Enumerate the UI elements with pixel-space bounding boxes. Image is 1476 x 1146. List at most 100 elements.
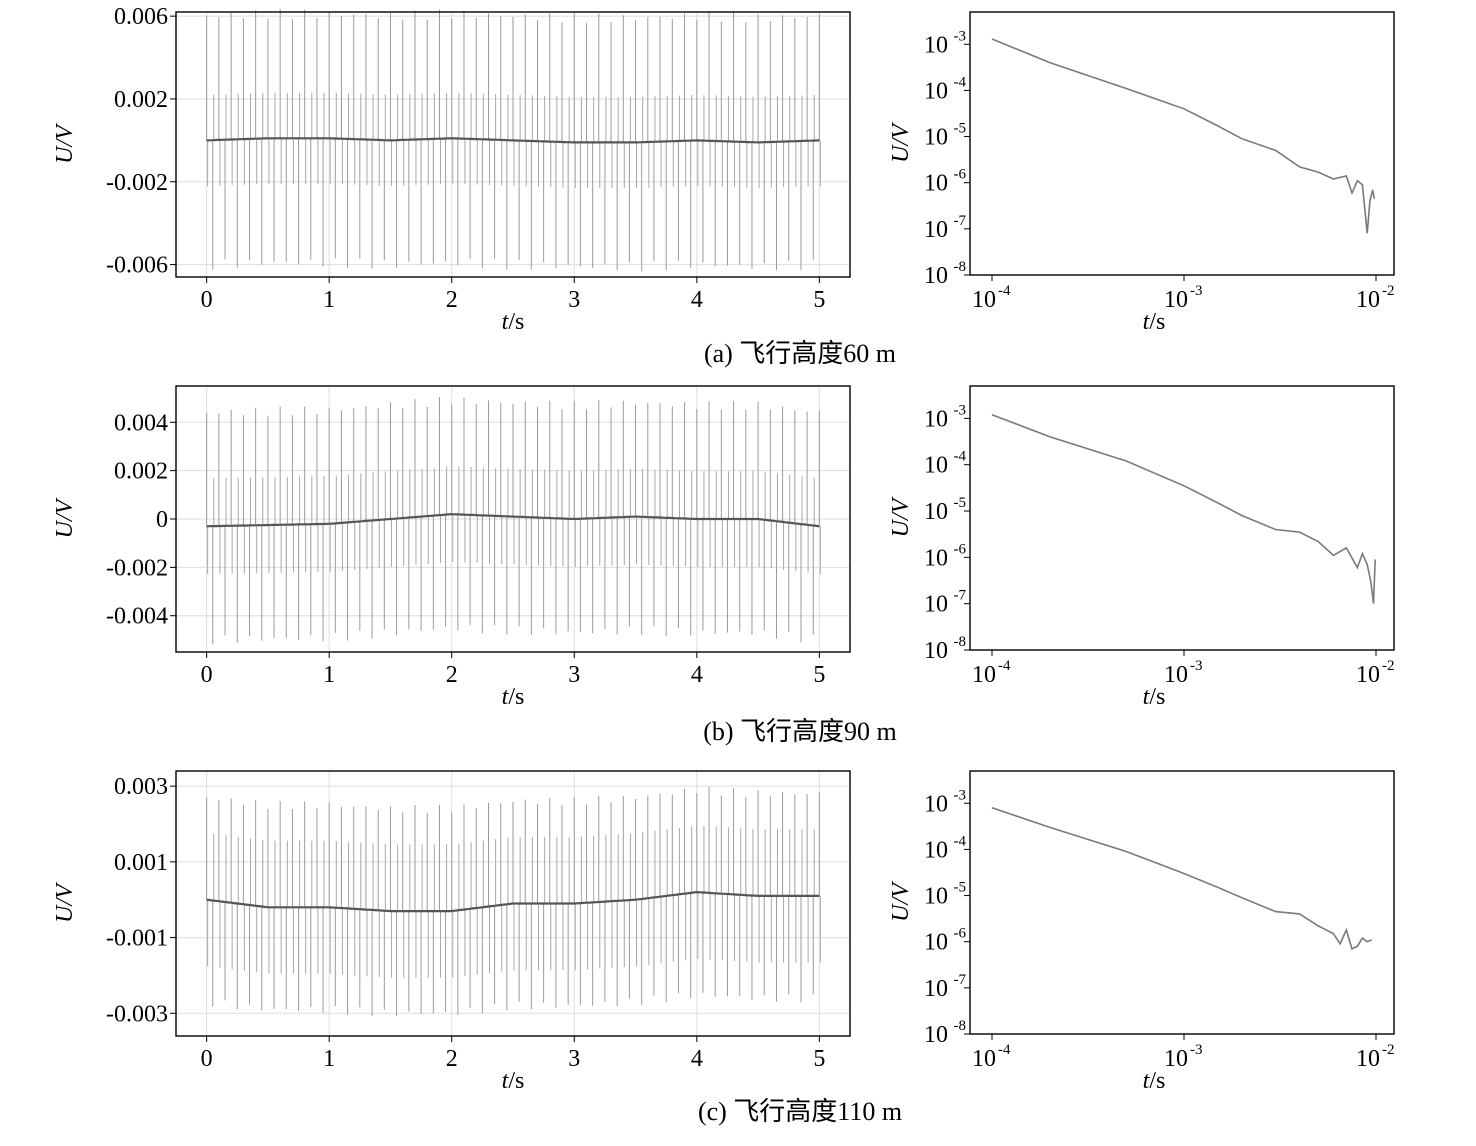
y-tick-label: -0.003 (106, 1001, 168, 1027)
y-tick-label: 10 (924, 545, 948, 571)
y-tick-exponent: -4 (954, 74, 967, 90)
x-tick-label: 1 (323, 662, 335, 688)
panel-a-time: 0.006 0.002 -0.002 -0.006 0 1 2 3 4 5 t/s U/V (52, 4, 851, 335)
y-tick-label: 10 (924, 125, 948, 151)
y-tick-exponent: -4 (954, 449, 967, 465)
y-axis-label: U/V (888, 881, 914, 922)
decay-curve (991, 38, 1376, 234)
y-tick-label: 10 (924, 406, 948, 432)
x-tick-label: 10 (972, 287, 996, 313)
x-axis-label: t/s (1143, 1068, 1166, 1094)
y-tick-label: -0.006 (106, 253, 168, 279)
y-tick-label: 10 (924, 930, 948, 956)
y-tick-label: 10 (924, 453, 948, 479)
decay-curve (991, 413, 1376, 604)
y-tick-exponent: -3 (954, 28, 967, 44)
plot-frame (969, 385, 1395, 651)
x-tick-exponent: -2 (1382, 658, 1395, 674)
plot-frame (175, 770, 851, 1037)
y-tick-label: 10 (924, 592, 948, 618)
y-tick-label: 0.006 (114, 4, 168, 30)
y-axis-label: U/V (52, 123, 78, 164)
y-tick-label: 10 (924, 976, 948, 1002)
panel-b-decay: 10 -310 -410 -510 -610 -710 -810 -4 10 -3 10 -2t/sU… (888, 385, 1395, 710)
x-tick-exponent: -4 (998, 283, 1011, 299)
panel-c-decay: 10 -310 -410 -510 -610 -710 -810 -4 10 -3 10 -2t/sU… (888, 770, 1395, 1094)
x-axis-label: t/s (1143, 309, 1166, 335)
x-tick-label: 5 (813, 287, 825, 313)
plot-frame (175, 11, 851, 278)
y-axis-label: U/V (888, 496, 914, 537)
decay-curve (991, 806, 1373, 951)
x-tick-label: 0 (201, 1046, 213, 1072)
x-tick-exponent: -3 (1190, 283, 1203, 299)
y-tick-exponent: -8 (954, 259, 967, 275)
baseline-curve (206, 137, 820, 144)
y-tick-label: 0 (156, 507, 168, 533)
x-tick-label: 5 (813, 1046, 825, 1072)
x-tick-label: 10 (1164, 662, 1188, 688)
y-tick-label: 10 (924, 499, 948, 525)
y-tick-exponent: -7 (954, 213, 967, 229)
x-tick-exponent: -3 (1190, 658, 1203, 674)
baseline-curve (206, 890, 820, 913)
y-tick-exponent: -7 (954, 972, 967, 988)
y-tick-exponent: -6 (954, 167, 967, 183)
caption-b: (b) 飞行高度90 m (703, 717, 897, 746)
y-tick-label: 0.002 (114, 87, 168, 113)
x-tick-label: 3 (568, 662, 580, 688)
y-tick-exponent: -6 (954, 926, 967, 942)
y-axis-label: U/V (52, 882, 78, 923)
y-tick-label: 10 (924, 78, 948, 104)
x-tick-exponent: -4 (998, 658, 1011, 674)
x-axis-label: t/s (1143, 684, 1166, 710)
y-tick-exponent: -8 (954, 1018, 967, 1034)
y-tick-label: -0.004 (106, 604, 168, 630)
x-tick-label: 10 (1356, 1046, 1380, 1072)
x-tick-label: 2 (446, 287, 458, 313)
x-tick-label: 10 (1356, 662, 1380, 688)
y-tick-label: 0.003 (114, 774, 168, 800)
y-tick-label: 10 (924, 638, 948, 664)
caption-a: (a) 飞行高度60 m (704, 339, 896, 368)
y-axis-label: U/V (52, 497, 78, 538)
y-tick-label: -0.001 (106, 926, 168, 952)
x-tick-label: 0 (201, 287, 213, 313)
x-tick-label: 10 (1164, 1046, 1188, 1072)
plot-frame (969, 770, 1395, 1035)
y-tick-label: 0.004 (114, 410, 168, 436)
x-tick-exponent: -4 (998, 1042, 1011, 1058)
plot-frame (969, 11, 1395, 276)
x-tick-label: 3 (568, 1046, 580, 1072)
y-tick-label: -0.002 (106, 555, 168, 581)
y-tick-exponent: -7 (954, 588, 967, 604)
x-tick-exponent: -2 (1382, 283, 1395, 299)
x-tick-exponent: -2 (1382, 1042, 1395, 1058)
y-axis-label: U/V (888, 122, 914, 163)
y-tick-label: 10 (924, 32, 948, 58)
x-tick-label: 2 (446, 662, 458, 688)
x-tick-label: 1 (323, 287, 335, 313)
y-tick-exponent: -6 (954, 541, 967, 557)
x-tick-label: 1 (323, 1046, 335, 1072)
y-tick-label: 0.002 (114, 459, 168, 485)
x-tick-label: 10 (972, 1046, 996, 1072)
x-axis-label: t/s (502, 309, 525, 335)
y-tick-label: 10 (924, 171, 948, 197)
x-tick-label: 4 (691, 1046, 703, 1072)
x-tick-exponent: -3 (1190, 1042, 1203, 1058)
y-tick-exponent: -5 (954, 495, 967, 511)
x-axis-label: t/s (502, 684, 525, 710)
x-tick-label: 4 (691, 662, 703, 688)
x-tick-label: 10 (972, 662, 996, 688)
y-tick-label: 10 (924, 263, 948, 289)
x-tick-label: 3 (568, 287, 580, 313)
y-tick-label: -0.002 (106, 170, 168, 196)
y-tick-exponent: -3 (954, 787, 967, 803)
x-tick-label: 0 (201, 662, 213, 688)
x-tick-label: 5 (813, 662, 825, 688)
y-tick-label: 0.001 (114, 850, 168, 876)
panel-b-time: 0.004 0.002 0 -0.002 -0.004 0 1 2 3 4 5 t/s U/V (52, 385, 851, 710)
y-tick-exponent: -3 (954, 402, 967, 418)
